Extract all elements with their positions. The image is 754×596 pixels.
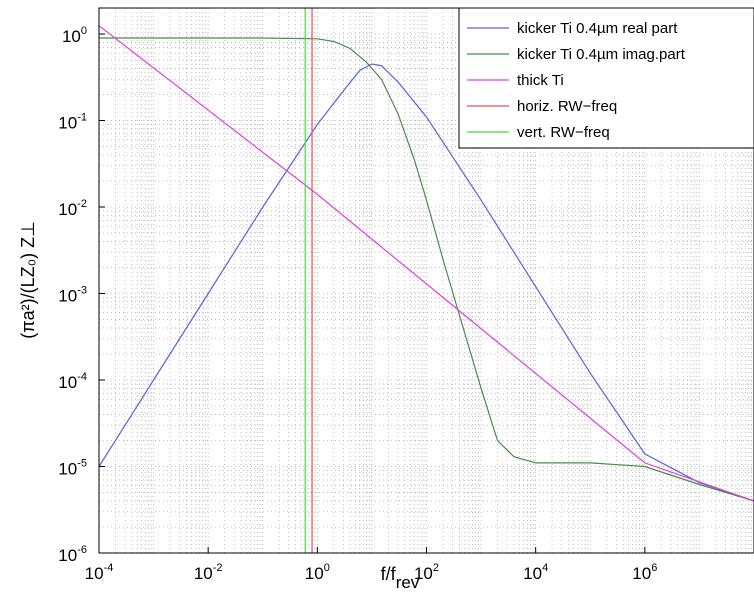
y-tick-label: 10-4 [58, 371, 87, 392]
series-line-1 [99, 37, 754, 502]
y-tick-label: 10-2 [58, 198, 87, 219]
x-axis-label-main: f/f [381, 564, 397, 584]
y-tick-label: 10-5 [58, 458, 87, 479]
x-axis-label: f/frev [381, 564, 420, 592]
y-tick-labels: 10-6 10-5 10-4 10-3 10-2 10-1 100 [58, 25, 105, 565]
series-layer [98, 8, 754, 553]
legend: kicker Ti 0.4µm real part kicker Ti 0.4µm… [458, 7, 754, 149]
legend-label: kicker Ti 0.4µm real part [517, 20, 678, 37]
legend-label: thick Ti [517, 72, 564, 89]
series-line-2 [98, 25, 754, 502]
y-tick-label: 10-1 [58, 112, 87, 133]
x-tick-label: 10-4 [85, 562, 114, 583]
x-tick-label: 104 [523, 562, 548, 583]
legend-box [458, 7, 754, 149]
series-line-0 [98, 63, 754, 502]
y-tick-label: 10-6 [58, 544, 87, 565]
x-axis-label-sub: rev [396, 573, 420, 592]
legend-label: vert. RW−freq [517, 124, 610, 141]
y-axis-label: (πa²)/(LZ₀) Z⊥ [18, 221, 38, 339]
legend-label: kicker Ti 0.4µm imag.part [517, 46, 686, 63]
y-tick-label: 100 [62, 25, 87, 46]
x-tick-label: 106 [632, 562, 657, 583]
x-tick-label: 10-2 [194, 562, 223, 583]
x-tick-label: 100 [305, 562, 330, 583]
y-tick-label: 10-3 [58, 285, 87, 306]
x-tick-labels: 10-4 10-2 100 102 104 106 [85, 547, 657, 583]
legend-label: horiz. RW−freq [517, 98, 617, 115]
x-tick-label: 102 [414, 562, 439, 583]
